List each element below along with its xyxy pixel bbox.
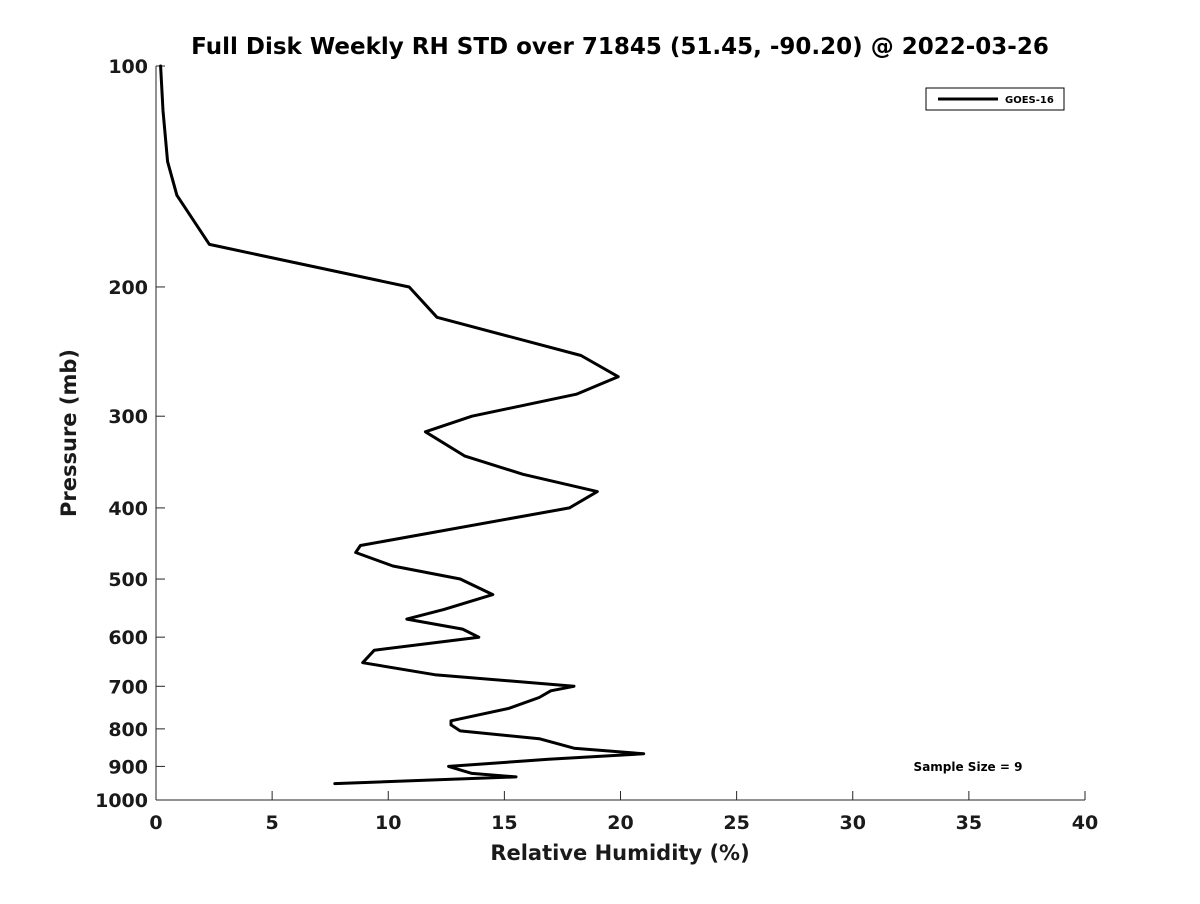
x-tick-label: 10 (375, 812, 401, 834)
y-tick-label: 900 (108, 756, 148, 778)
axes (155, 66, 1085, 801)
series (159, 64, 646, 786)
y-tick-label: 400 (108, 498, 148, 520)
y-tick-label: 500 (108, 569, 148, 591)
sample-size-annotation: Sample Size = 9 (914, 760, 1023, 774)
y-tick-label: 700 (108, 676, 148, 698)
y-tick-label: 600 (108, 627, 148, 649)
x-tick-label: 20 (607, 812, 633, 834)
x-tick-label: 15 (491, 812, 517, 834)
legend-entry-goes-16: GOES-16 (1005, 95, 1054, 106)
x-tick-label: 30 (840, 812, 866, 834)
x-tick-label: 40 (1072, 812, 1098, 834)
y-tick-label: 200 (108, 277, 148, 299)
x-tick-label: 5 (266, 812, 279, 834)
y-tick-label: 100 (108, 56, 148, 78)
series-line-goes-16 (159, 64, 646, 786)
x-tick-label: 0 (149, 812, 162, 834)
ticks: 0 5 10 15 20 25 30 35 40 100 200 300 400 500 600 700 800… (95, 56, 1098, 834)
y-tick-label: 300 (108, 406, 148, 428)
x-axis-label: Relative Humidity (%) (490, 841, 749, 865)
y-axis-label: Pressure (mb) (57, 349, 81, 517)
x-tick-label: 35 (956, 812, 982, 834)
y-tick-label: 1000 (95, 790, 148, 812)
chart-title: Full Disk Weekly RH STD over 71845 (51.4… (191, 34, 1049, 60)
x-tick-label: 25 (723, 812, 749, 834)
legend: GOES-16 (925, 87, 1065, 111)
y-tick-label: 800 (108, 719, 148, 741)
